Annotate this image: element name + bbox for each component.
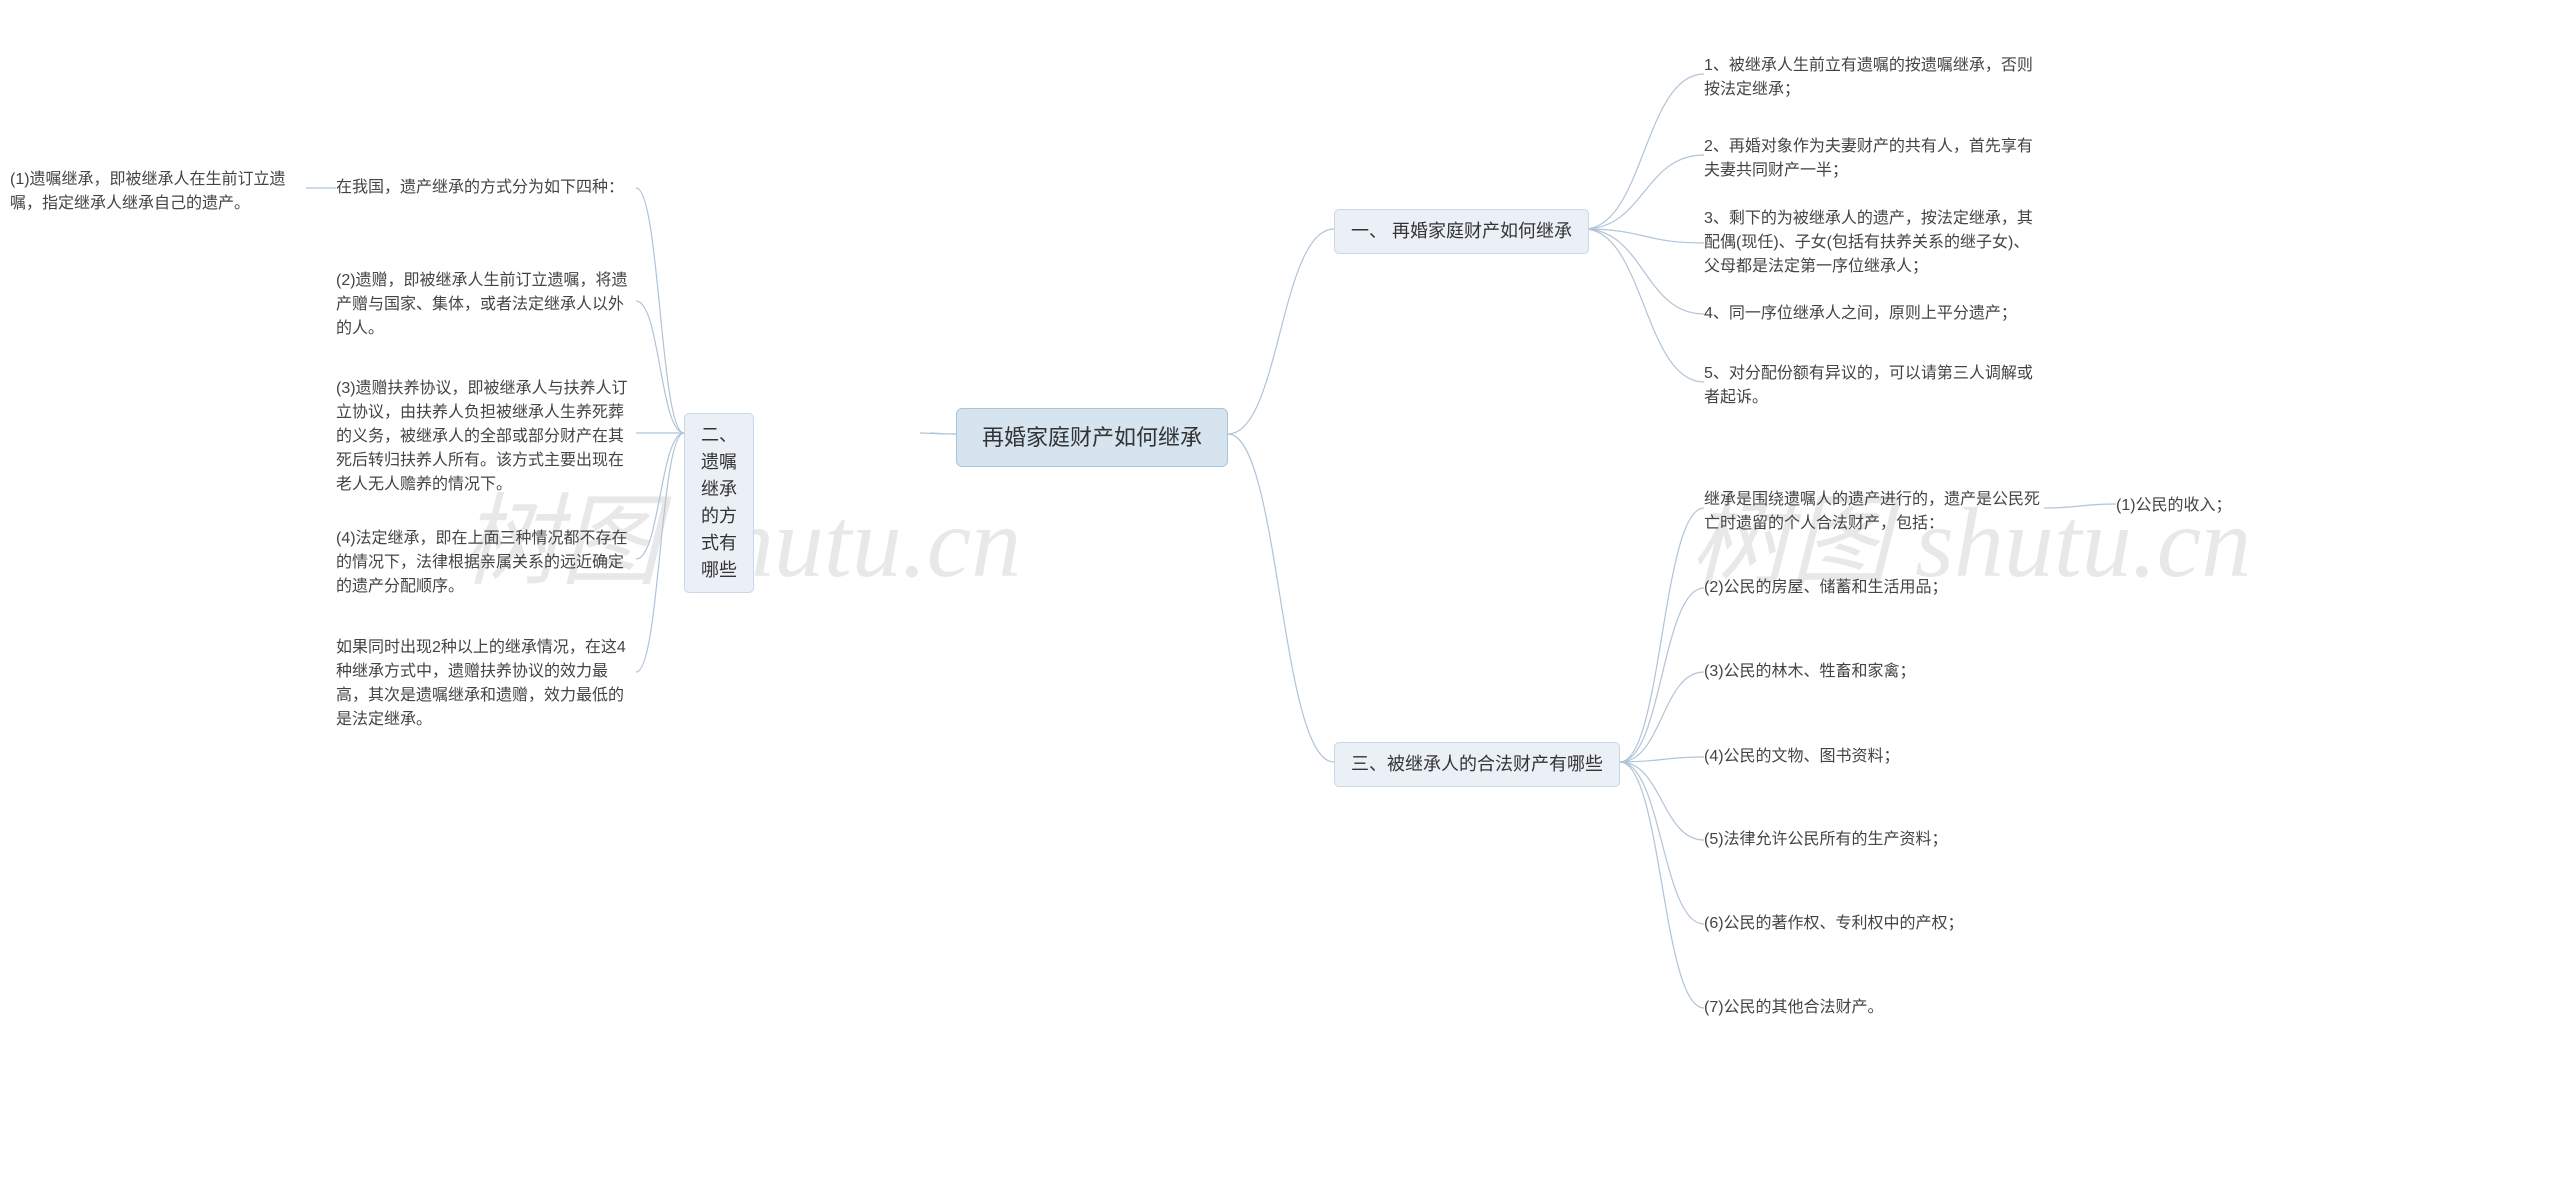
lb2-c5: 如果同时出现2种以上的继承情况，在这4种继承方式中，遗赠扶养协议的效力最高，其次…: [336, 636, 636, 732]
branch-3-leaf-7: (7)公民的其他合法财产。: [1704, 996, 1884, 1020]
branch-1-leaf-1: 1、被继承人生前立有遗嘱的按遗嘱继承，否则按法定继承；: [1704, 54, 2044, 102]
branch-3-leaf-1-child: (1)公民的收入；: [2116, 494, 2232, 518]
branch-3-leaf-6: (6)公民的著作权、专利权中的产权；: [1704, 912, 1964, 936]
lb2-c3: (3)遗赠扶养协议，即被继承人与扶养人订立协议，由扶养人负担被继承人生养死葬的义…: [336, 377, 636, 497]
branch-3-leaf-1: 继承是围绕遗嘱人的遗产进行的，遗产是公民死亡时遗留的个人合法财产，包括：: [1704, 488, 2044, 536]
branch-1-leaf-3: 3、剩下的为被继承人的遗产，按法定继承，其配偶(现任)、子女(包括有扶养关系的继…: [1704, 207, 2044, 279]
branch-1: 一、 再婚家庭财产如何继承: [1334, 209, 1589, 254]
branch-3-leaf-5: (5)法律允许公民所有的生产资料；: [1704, 828, 1948, 852]
branch-3-leaf-2: (2)公民的房屋、储蓄和生活用品；: [1704, 576, 1948, 600]
branch-1-leaf-4: 4、同一序位继承人之间，原则上平分遗产；: [1704, 302, 2017, 326]
lb2-c1-sub-visible: (1)遗嘱继承，即被继承人在生前订立遗嘱，指定继承人继承自己的遗产。: [10, 168, 310, 216]
branch-3-leaf-3: (3)公民的林木、牲畜和家禽；: [1704, 660, 1916, 684]
branch-1-leaf-2: 2、再婚对象作为夫妻财产的共有人，首先享有夫妻共同财产一半；: [1704, 135, 2044, 183]
lb2: 二、遗嘱继承的方式有哪些: [684, 413, 754, 593]
branch-3-leaf-4: (4)公民的文物、图书资料；: [1704, 745, 1900, 769]
branch-1-leaf-5: 5、对分配份额有异议的，可以请第三人调解或者起诉。: [1704, 362, 2044, 410]
lb2-c2: (2)遗赠，即被继承人生前订立遗嘱，将遗产赠与国家、集体，或者法定继承人以外的人…: [336, 269, 636, 341]
lb2-c1: 在我国，遗产继承的方式分为如下四种：: [336, 176, 636, 200]
lb2-c4: (4)法定继承，即在上面三种情况都不存在的情况下，法律根据亲属关系的远近确定的遗…: [336, 527, 636, 599]
root-node: 再婚家庭财产如何继承: [956, 408, 1228, 467]
branch-3: 三、被继承人的合法财产有哪些: [1334, 742, 1620, 787]
